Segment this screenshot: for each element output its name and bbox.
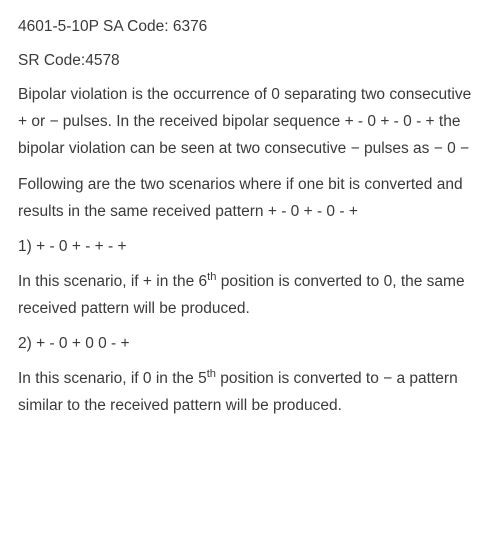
header-line-2: SR Code:4578 bbox=[18, 48, 482, 74]
scenario-1-text-before: In this scenario, if + in the 6 bbox=[18, 273, 207, 290]
scenario-2-text-before: In this scenario, if 0 in the 5 bbox=[18, 370, 207, 387]
followup-paragraph: Following are the two scenarios where if… bbox=[18, 171, 482, 225]
intro-paragraph: Bipolar violation is the occurrence of 0… bbox=[18, 81, 482, 162]
header-line-1: 4601-5-10P SA Code: 6376 bbox=[18, 14, 482, 40]
scenario-1-text: In this scenario, if + in the 6th positi… bbox=[18, 268, 482, 322]
scenario-1-title: 1) + - 0 + - + - + bbox=[18, 233, 482, 260]
scenario-2-sup: th bbox=[207, 368, 216, 380]
scenario-2-text: In this scenario, if 0 in the 5th positi… bbox=[18, 365, 482, 419]
scenario-2-title: 2) + - 0 + 0 0 - + bbox=[18, 330, 482, 357]
